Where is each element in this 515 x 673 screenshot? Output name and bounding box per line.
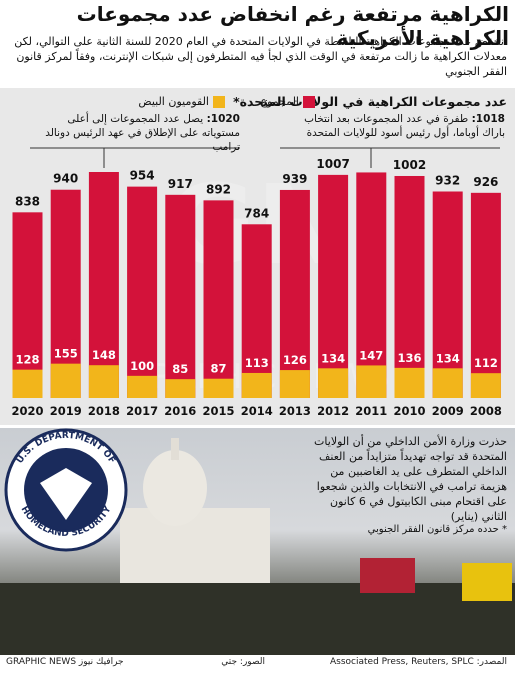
value-label: 838	[15, 194, 40, 208]
x-tick-label: 2010	[393, 404, 425, 418]
bar	[88, 365, 119, 398]
bar	[50, 189, 81, 398]
x-tick-label: 2015	[202, 404, 234, 418]
x-tick-label: 2013	[279, 404, 311, 418]
bar	[394, 367, 425, 398]
headline: الكراهية مرتفعة رغم انخفاض عدد مجموعات ا…	[76, 2, 509, 50]
body-text: حذرت وزارة الأمن الداخلي من أن الولايات …	[314, 435, 507, 523]
x-tick-label: 2008	[470, 404, 502, 418]
photo: U.S. DEPARTMENT OF HOMELAND SECURITY	[0, 428, 515, 655]
bar	[318, 368, 349, 398]
value-label: 932	[435, 173, 460, 187]
footnote: * حدده مركز قانون الفقر الجنوبي	[367, 524, 507, 535]
bar	[203, 200, 234, 398]
capitol-dome	[143, 450, 207, 526]
bar	[241, 224, 272, 398]
value-label: 784	[244, 206, 269, 220]
bar	[12, 212, 43, 398]
bar	[432, 368, 463, 398]
annotation: 1020: يصل عدد المجموعات إلى أعلى مستويات…	[28, 112, 240, 154]
legend-label: المجموع	[260, 95, 299, 108]
x-tick-label: 2012	[317, 404, 349, 418]
value-label: 134	[321, 351, 345, 365]
legend-swatch	[303, 95, 315, 108]
annotation-label: 1020:	[206, 113, 240, 125]
legend-label: القوميون البيض	[138, 95, 209, 108]
bar	[127, 375, 158, 398]
annotation-text: يصل عدد المجموعات إلى أعلى مستوياته على …	[45, 113, 240, 153]
bar	[318, 174, 349, 398]
value-label: 113	[245, 356, 269, 370]
value-label: 1002	[393, 158, 426, 172]
value-label: 147	[359, 348, 383, 362]
x-tick-label: 2020	[11, 404, 43, 418]
x-tick-label: 2014	[241, 404, 273, 418]
value-label: 917	[168, 177, 193, 191]
value-label: 128	[15, 353, 39, 367]
value-label: 926	[473, 175, 498, 189]
bar	[432, 191, 463, 398]
annotation-label: 1018:	[471, 113, 505, 125]
value-label: 85	[172, 362, 188, 376]
bar	[165, 379, 196, 398]
bar	[470, 373, 501, 398]
value-label: 892	[206, 182, 231, 196]
annotation: 1018: طفرة في عدد المجموعات بعد انتخاب ب…	[280, 112, 505, 140]
crowd	[0, 583, 515, 655]
annotation-text: طفرة في عدد المجموعات بعد انتخاب باراك أ…	[304, 113, 505, 139]
value-label: 136	[397, 351, 421, 365]
bar	[203, 378, 234, 398]
footer	[0, 655, 515, 673]
value-label: 1007	[316, 157, 349, 171]
value-label: 155	[54, 347, 78, 361]
flag	[360, 558, 415, 593]
x-tick-label: 2019	[50, 404, 82, 418]
value-label: 148	[92, 348, 116, 362]
x-tick-label: 2017	[126, 404, 158, 418]
bar	[279, 370, 310, 398]
photo-credit: الصور: جتي	[221, 657, 265, 667]
value-label: 112	[474, 356, 498, 370]
x-tick-label: 2009	[432, 404, 464, 418]
dhs-eagle	[40, 468, 92, 520]
source: المصدر: Associated Press, Reuters, SPLC	[330, 657, 507, 667]
value-label: 939	[282, 172, 307, 186]
bar	[127, 186, 158, 398]
bar	[165, 194, 196, 398]
value-label: 134	[436, 351, 460, 365]
bar	[394, 175, 425, 398]
legend-item: المجموع	[261, 95, 315, 108]
x-tick-label: 2016	[164, 404, 196, 418]
value-label: 87	[210, 362, 226, 376]
bar	[356, 172, 387, 398]
value-label: 100	[130, 359, 154, 373]
value-label: 126	[283, 353, 307, 367]
legend-swatch	[213, 95, 225, 108]
bar	[88, 172, 119, 398]
bar	[12, 369, 43, 398]
x-tick-label: 2011	[355, 404, 387, 418]
bar	[241, 372, 272, 398]
bar	[279, 189, 310, 398]
bar	[356, 365, 387, 398]
photo-illustration: U.S. DEPARTMENT OF HOMELAND SECURITY	[0, 428, 515, 655]
legend-item: القوميون البيض	[138, 95, 225, 108]
capitol-lantern	[171, 438, 179, 460]
chart-title: عدد مجموعات الكراهية في الولايات المتحدة…	[233, 94, 507, 109]
chart: GN GRAPHIC NEWS 926112200893213420091002…	[11, 147, 502, 418]
value-label: 940	[53, 172, 78, 186]
bar	[50, 363, 81, 398]
brand: GRAPHIC NEWS جرافيك نيوز	[6, 657, 124, 667]
value-label: 954	[130, 169, 155, 183]
x-tick-label: 2018	[88, 404, 120, 418]
subtitle: انخفض عدد مجموعات الكراهية الناشطة في ال…	[14, 35, 507, 78]
flag	[462, 563, 512, 601]
bar	[470, 192, 501, 398]
